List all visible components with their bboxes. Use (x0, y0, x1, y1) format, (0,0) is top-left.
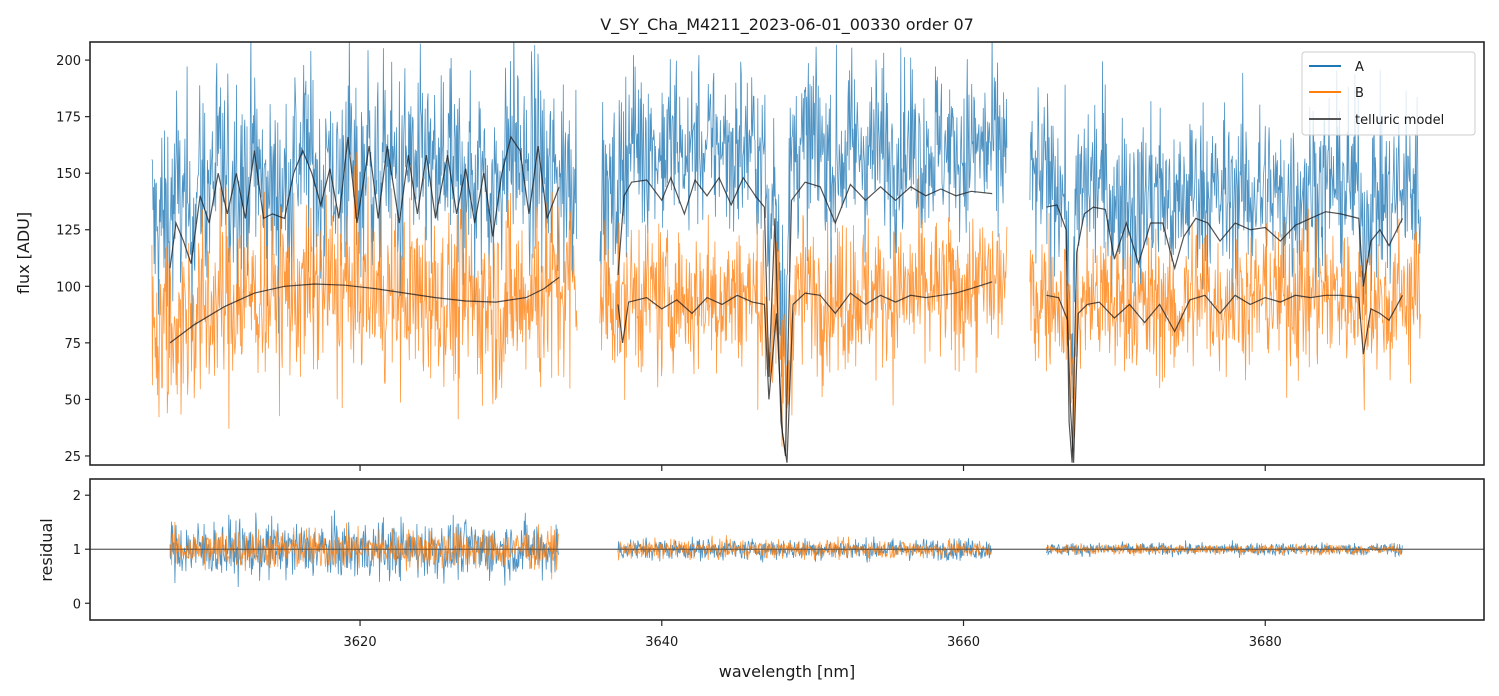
telluric-model-a-segment-2 (617, 176, 993, 457)
legend-label-a: A (1355, 60, 1364, 75)
residual-y-tick-label: 1 (73, 543, 81, 558)
spectrum-b-segment-2 (599, 174, 1008, 447)
flux-axes-frame (89, 41, 1485, 466)
x-tick-label: 3640 (645, 635, 678, 650)
residual-y-axis-label: residual (37, 518, 56, 581)
flux-y-tick-label: 125 (56, 224, 81, 239)
flux-y-tick-label: 100 (56, 280, 81, 295)
spectrum-b-segment-1 (151, 152, 578, 429)
residual-b-segment-2 (617, 535, 993, 562)
residual-x-ticks: 3620 3640 3660 3680 (344, 620, 1282, 650)
flux-x-ticks (359, 465, 1266, 471)
residual-y-ticks: 0 1 2 (73, 489, 90, 612)
spectrum-a-segment-3 (1029, 61, 1421, 400)
flux-y-tick-label: 75 (64, 337, 81, 352)
legend-label-b: B (1355, 86, 1364, 101)
spectrum-a-segment-2 (599, 42, 1008, 397)
flux-y-axis-label: flux [ADU] (14, 212, 33, 294)
legend-frame (1301, 51, 1476, 136)
spectrum-a-segment-1 (151, 42, 578, 343)
residual-b-segment-1 (169, 521, 560, 580)
residual-y-tick-label: 2 (73, 489, 81, 504)
legend-label-telluric: telluric model (1355, 113, 1444, 128)
flux-y-tick-label: 50 (64, 393, 81, 408)
chart-title: V_SY_Cha_M4211_2023-06-01_00330 order 07 (600, 15, 974, 35)
flux-plot-area (151, 42, 1421, 463)
residual-plot-area (90, 510, 1484, 588)
telluric-model-b-segment-1 (169, 276, 560, 344)
x-tick-label: 3620 (344, 635, 377, 650)
flux-y-ticks: 25 50 75 100 125 150 175 200 (56, 54, 90, 465)
telluric-model-a-segment-1 (169, 135, 560, 269)
telluric-model-b-segment-2 (617, 281, 993, 463)
telluric-model-a-segment-3 (1046, 204, 1404, 463)
x-tick-label: 3660 (947, 635, 980, 650)
legend: A B telluric model (1301, 51, 1476, 136)
residual-a-segment-1 (169, 510, 560, 588)
flux-y-tick-label: 175 (56, 111, 81, 126)
residual-a-segment-2 (617, 536, 993, 563)
x-axis-label: wavelength [nm] (719, 662, 856, 681)
flux-y-tick-label: 25 (64, 450, 81, 465)
x-tick-label: 3680 (1249, 635, 1282, 650)
telluric-model-b-segment-3 (1046, 294, 1404, 463)
residual-y-tick-label: 0 (73, 597, 81, 612)
flux-y-tick-label: 150 (56, 167, 81, 182)
flux-y-tick-label: 200 (56, 54, 81, 69)
